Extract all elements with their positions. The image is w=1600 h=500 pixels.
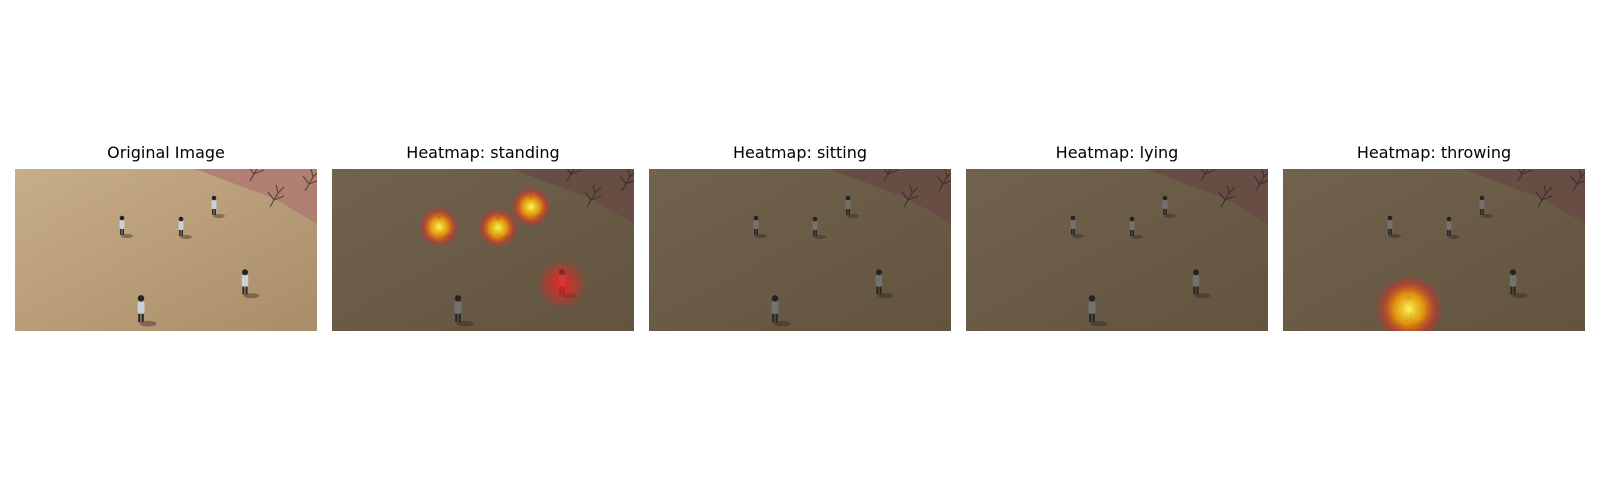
person	[241, 269, 260, 299]
person	[211, 195, 225, 218]
panel-title: Original Image	[107, 143, 225, 162]
panel-title: Heatmap: throwing	[1356, 143, 1512, 162]
dim-overlay	[332, 169, 634, 331]
scene-svg	[649, 169, 951, 331]
person	[178, 216, 192, 239]
panel-heatmap-lying: Heatmap: lying	[966, 0, 1268, 500]
tree-branches	[249, 169, 317, 208]
heatmap-sitting-image	[649, 169, 951, 331]
heatmap-throwing-image	[1283, 169, 1585, 331]
heatmap-blob	[537, 259, 587, 309]
heatmap-blob	[419, 207, 459, 247]
person	[119, 215, 133, 238]
grass-field	[15, 169, 317, 331]
panel-heatmap-standing: Heatmap: standing	[332, 0, 634, 500]
heatmap-standing-image	[332, 169, 634, 331]
panel-title: Heatmap: standing	[406, 143, 560, 162]
scene-svg	[332, 169, 634, 331]
dim-overlay	[649, 169, 951, 331]
heatmap-blob	[511, 187, 551, 227]
scene-svg	[966, 169, 1268, 331]
heatmap-lying-image	[966, 169, 1268, 331]
original-image	[15, 169, 317, 331]
dirt-path	[195, 169, 317, 224]
person	[137, 295, 157, 327]
scene-svg	[1283, 169, 1585, 331]
panel-heatmap-throwing: Heatmap: throwing	[1283, 0, 1585, 500]
heatmap-blob	[1375, 275, 1443, 331]
dim-overlay	[966, 169, 1268, 331]
panel-title: Heatmap: sitting	[732, 143, 868, 162]
panel-heatmap-sitting: Heatmap: sitting	[649, 0, 951, 500]
scene-svg	[15, 169, 317, 331]
heatmap-blob	[478, 208, 518, 248]
panel-title: Heatmap: lying	[1055, 143, 1179, 162]
panel-original: Original Image	[15, 0, 317, 500]
